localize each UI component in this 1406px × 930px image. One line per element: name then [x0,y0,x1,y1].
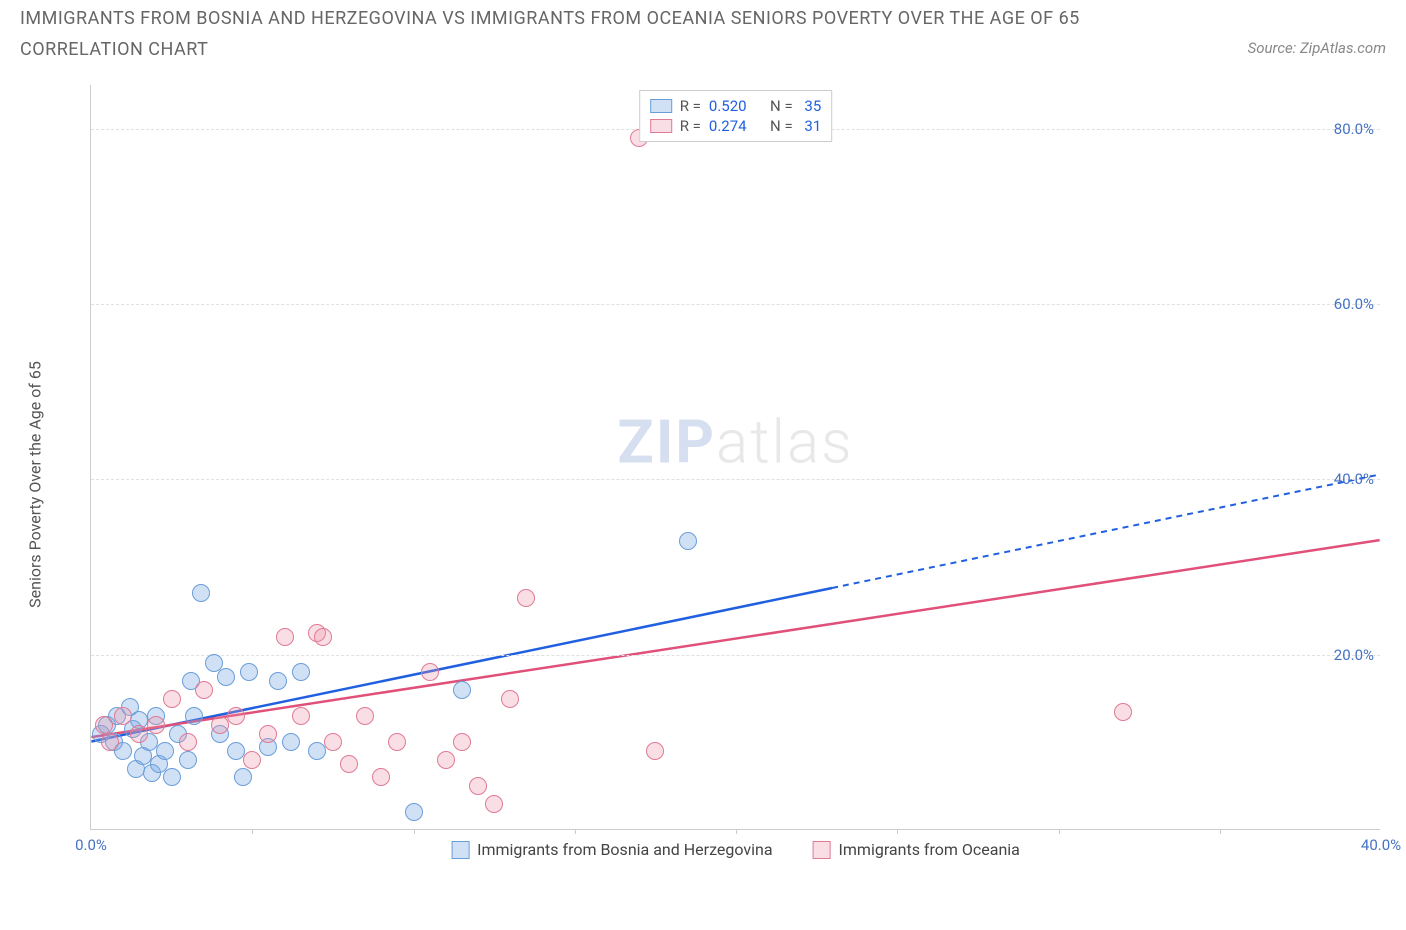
x-minor-tick [252,829,253,834]
scatter-point [114,707,132,725]
scatter-point [314,628,332,646]
stat-r-label: R = [680,97,701,115]
scatter-point [485,795,503,813]
legend-swatch [650,119,672,133]
scatter-point [437,751,455,769]
scatter-point [179,751,197,769]
x-minor-tick [414,829,415,834]
scatter-point [276,628,294,646]
scatter-point [227,707,245,725]
x-minor-tick [897,829,898,834]
x-minor-tick [1059,829,1060,834]
scatter-point [185,707,203,725]
legend-swatch [451,841,469,859]
legend-stats-box: R = 0.520 N = 35 R = 0.274 N = 31 [639,90,833,142]
x-minor-tick [575,829,576,834]
scatter-point [469,777,487,795]
trend-lines [91,85,1380,829]
scatter-point [130,725,148,743]
stat-n-label: N = [770,97,793,115]
scatter-point [234,768,252,786]
scatter-point [324,733,342,751]
scatter-point [101,733,119,751]
y-axis-label: Seniors Poverty Over the Age of 65 [26,361,45,608]
scatter-point [453,681,471,699]
scatter-point [517,589,535,607]
stat-r-value: 0.274 [709,117,747,135]
scatter-point [259,725,277,743]
scatter-point [1114,703,1132,721]
y-tick-label: 20.0% [1334,646,1380,664]
scatter-point [195,681,213,699]
legend-label: Immigrants from Oceania [839,840,1020,859]
scatter-point [217,668,235,686]
scatter-point [163,690,181,708]
stat-n-value: 31 [801,117,822,135]
legend-swatch [650,99,672,113]
chart-source: Source: ZipAtlas.com [1248,39,1386,57]
legend-stat-row: R = 0.520 N = 35 [650,96,822,116]
scatter-point [308,742,326,760]
gridline [91,655,1380,656]
scatter-point [240,663,258,681]
scatter-point [356,707,374,725]
plot-area: ZIPatlas R =0.520 N = 35R =0.274 N = 31 … [90,85,1380,830]
gridline [91,304,1380,305]
chart-container: Seniors Poverty Over the Age of 65 ZIPat… [45,85,1385,865]
gridline [91,479,1380,480]
x-minor-tick [1220,829,1221,834]
chart-subtitle: CORRELATION CHART [20,39,208,60]
scatter-point [405,803,423,821]
scatter-point [179,733,197,751]
scatter-point [269,672,287,690]
legend-item: Immigrants from Bosnia and Herzegovina [451,840,772,859]
scatter-point [646,742,664,760]
stat-r-label: R = [680,117,701,135]
scatter-point [340,755,358,773]
scatter-point [211,716,229,734]
scatter-point [421,663,439,681]
scatter-point [192,584,210,602]
scatter-point [388,733,406,751]
watermark: ZIPatlas [617,407,853,478]
scatter-point [453,733,471,751]
stat-n-value: 35 [801,97,822,115]
scatter-point [243,751,261,769]
scatter-point [163,768,181,786]
scatter-point [95,716,113,734]
scatter-point [501,690,519,708]
legend-stat-row: R = 0.274 N = 31 [650,116,822,136]
scatter-point [679,532,697,550]
y-tick-label: 80.0% [1334,120,1380,138]
stat-r-value: 0.520 [709,97,747,115]
legend-swatch [813,841,831,859]
legend-label: Immigrants from Bosnia and Herzegovina [477,840,772,859]
x-tick-label: 40.0% [1361,836,1401,854]
scatter-point [156,742,174,760]
chart-title: IMMIGRANTS FROM BOSNIA AND HERZEGOVINA V… [20,8,1386,29]
scatter-point [292,663,310,681]
y-tick-label: 60.0% [1334,295,1380,313]
scatter-point [292,707,310,725]
y-tick-label: 40.0% [1334,470,1380,488]
stat-n-label: N = [770,117,793,135]
chart-header: IMMIGRANTS FROM BOSNIA AND HERZEGOVINA V… [0,0,1406,62]
x-tick-label: 0.0% [75,836,107,854]
scatter-point [147,716,165,734]
scatter-point [372,768,390,786]
legend-item: Immigrants from Oceania [813,840,1020,859]
x-minor-tick [736,829,737,834]
scatter-point [282,733,300,751]
legend-bottom: Immigrants from Bosnia and Herzegovina Im… [451,840,1020,859]
